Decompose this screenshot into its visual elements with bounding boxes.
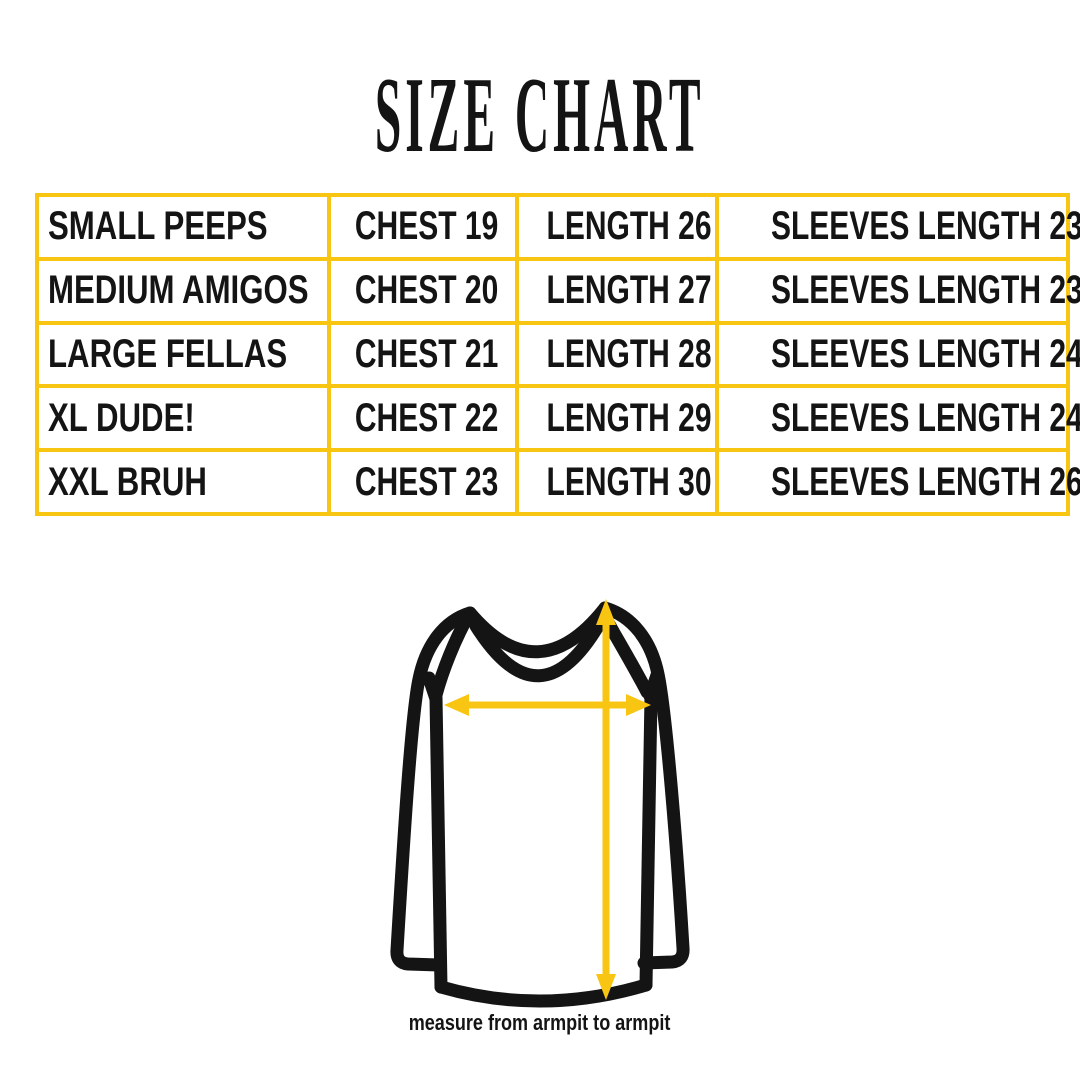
size-cell: LARGE FELLAS — [35, 320, 331, 389]
size-cell: XXL BRUH — [35, 448, 331, 516]
sleeves-cell: SLEEVES LENGTH 23 — [715, 193, 1080, 261]
size-cell: SMALL PEEPS — [35, 193, 331, 261]
length-cell: LENGTH 29 — [515, 384, 719, 453]
table-row-xxl: XXL BRUH CHEST 23 LENGTH 30 SLEEVES LENG… — [35, 448, 1080, 516]
chest-cell: CHEST 23 — [327, 448, 519, 516]
length-cell: LENGTH 26 — [515, 193, 719, 261]
measure-caption-text: measure from armpit to armpit — [409, 1010, 671, 1035]
sleeves-cell: SLEEVES LENGTH 26 — [715, 448, 1080, 516]
table-row-large: LARGE FELLAS CHEST 21 LENGTH 28 SLEEVES … — [35, 320, 1080, 389]
page-title-text: SIZE CHART — [375, 56, 705, 175]
sleeves-cell: SLEEVES LENGTH 24 — [715, 320, 1080, 389]
page-title: SIZE CHART — [0, 62, 1080, 170]
chest-cell: CHEST 20 — [327, 256, 519, 325]
shirt-measurement-diagram — [390, 595, 690, 1015]
table-row-medium: MEDIUM AMIGOS CHEST 20 LENGTH 27 SLEEVES… — [35, 256, 1080, 325]
size-chart-table: SMALL PEEPS CHEST 19 LENGTH 26 SLEEVES L… — [35, 193, 1080, 516]
chest-cell: CHEST 22 — [327, 384, 519, 453]
length-cell: LENGTH 30 — [515, 448, 719, 516]
chest-cell: CHEST 21 — [327, 320, 519, 389]
length-measure-arrow — [596, 599, 616, 1000]
shirt-outline — [390, 601, 690, 1008]
chest-measure-arrow — [444, 694, 651, 716]
measure-caption: measure from armpit to armpit — [0, 1010, 1080, 1036]
shirt-illustration — [390, 599, 690, 1008]
chest-cell: CHEST 19 — [327, 193, 519, 261]
table-row-xl: XL DUDE! CHEST 22 LENGTH 29 SLEEVES LENG… — [35, 384, 1080, 453]
table-row-small: SMALL PEEPS CHEST 19 LENGTH 26 SLEEVES L… — [35, 193, 1080, 261]
length-cell: LENGTH 28 — [515, 320, 719, 389]
sleeves-cell: SLEEVES LENGTH 24 — [715, 384, 1080, 453]
size-cell: MEDIUM AMIGOS — [35, 256, 331, 325]
sleeves-cell: SLEEVES LENGTH 23 — [715, 256, 1080, 325]
length-cell: LENGTH 27 — [515, 256, 719, 325]
size-cell: XL DUDE! — [35, 384, 331, 453]
